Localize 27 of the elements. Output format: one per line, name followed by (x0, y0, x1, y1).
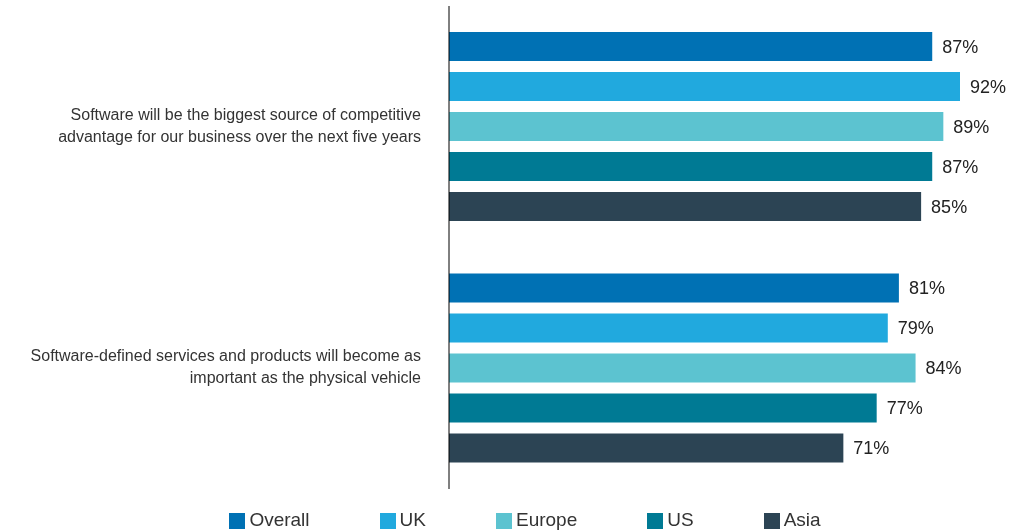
data-label: 77% (886, 398, 923, 419)
bar (449, 192, 922, 221)
legend-label: UK (399, 509, 426, 530)
data-label: 81% (908, 278, 945, 299)
data-label: 71% (853, 438, 890, 459)
bar (449, 433, 844, 463)
data-label: 92% (970, 76, 1007, 97)
data-label: 84% (925, 358, 962, 379)
legend-label: Overall (249, 509, 310, 530)
bar (449, 393, 877, 423)
legend-label: Europe (515, 509, 578, 530)
data-label: 87% (942, 36, 979, 57)
y-tick-label: Software-defined services and products will become as important as the physical vehicle (30, 347, 422, 387)
legend-label: US (667, 509, 694, 530)
bar (449, 72, 960, 101)
bar (449, 32, 933, 61)
bar (449, 273, 899, 303)
bar (449, 112, 944, 141)
data-label: 87% (942, 156, 979, 177)
data-label: 85% (931, 196, 968, 217)
legend-label: Asia (783, 509, 821, 530)
y-tick-label: Software will be the biggest source of competitive advantage for our business over the next five years (58, 105, 422, 145)
bar (449, 353, 916, 383)
bar (449, 152, 933, 181)
data-label: 79% (897, 318, 934, 339)
bar (449, 313, 888, 343)
data-label: 89% (953, 116, 990, 137)
